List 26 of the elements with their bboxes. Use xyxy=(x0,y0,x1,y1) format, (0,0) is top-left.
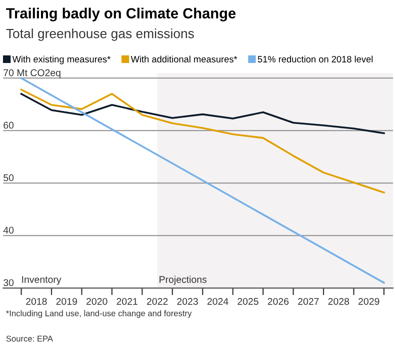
x-tick-label: 2020 xyxy=(86,298,108,305)
legend-label: 51% reduction on 2018 level xyxy=(258,56,373,62)
x-tick-label: 2024 xyxy=(207,298,228,305)
x-tick-label: 2022 xyxy=(146,298,168,305)
legend-label: With existing measures* xyxy=(12,56,111,64)
chart-subtitle: Total greenhouse gas emissions xyxy=(6,28,194,41)
x-tick-label: 2019 xyxy=(56,298,77,305)
text: *Including Land use, land-use change and forestry xyxy=(6,310,192,318)
x-tick-label: 2026 xyxy=(268,298,289,305)
y-tick-label: 30 xyxy=(4,279,14,286)
x-tick-label: 2027 xyxy=(298,298,319,305)
y-tick-label: 40 xyxy=(3,226,14,234)
y-tick-label: 70 Mt CO2eq xyxy=(4,69,60,78)
band-label: Projections xyxy=(160,276,207,285)
x-tick-label: 2023 xyxy=(177,298,198,305)
chart-title: Trailing badly on Climate Change xyxy=(6,8,236,22)
x-tick-label: 2021 xyxy=(116,298,138,305)
source-note: Source: EPA xyxy=(6,336,54,342)
x-tick-label: 2018 xyxy=(26,298,47,305)
annotation: Inventory xyxy=(22,276,62,285)
x-tick-label: 2029 xyxy=(358,298,380,305)
legend-label: With additional measures* xyxy=(130,56,238,62)
y-tick-label: 50 xyxy=(4,174,14,182)
x-tick-label: 2025 xyxy=(238,298,258,305)
x-tick-label: 2028 xyxy=(328,298,350,305)
y-tick-label: 60 xyxy=(4,122,14,129)
